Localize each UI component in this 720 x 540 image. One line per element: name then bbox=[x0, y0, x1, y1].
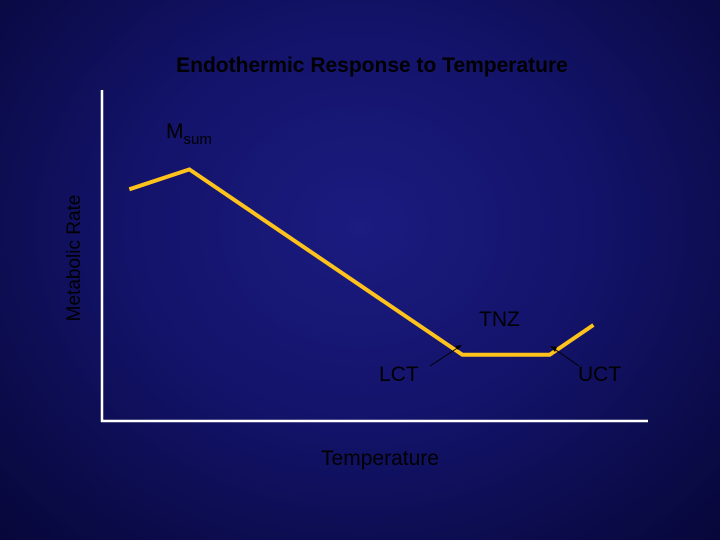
axes bbox=[100, 90, 648, 423]
lct-label: LCT bbox=[379, 363, 419, 386]
msum-label: Msum bbox=[166, 120, 212, 148]
series-layer bbox=[128, 167, 595, 357]
x-axis-label: Temperature bbox=[321, 447, 439, 470]
chart-title: Endothermic Response to Temperature bbox=[176, 54, 568, 77]
tnz-label: TNZ bbox=[479, 308, 520, 331]
lct-pointer-head bbox=[455, 345, 462, 350]
msum-subscript: sum bbox=[184, 131, 212, 148]
msum-main: M bbox=[166, 120, 184, 143]
uct-pointer-head bbox=[550, 346, 557, 352]
annotations: Msum TNZ LCT UCT bbox=[166, 120, 621, 386]
uct-label: UCT bbox=[578, 363, 621, 386]
series-line-0 bbox=[128, 167, 595, 357]
y-axis-label: Metabolic Rate bbox=[64, 195, 85, 322]
lct-pointer bbox=[429, 346, 460, 367]
uct-pointer bbox=[552, 347, 580, 367]
